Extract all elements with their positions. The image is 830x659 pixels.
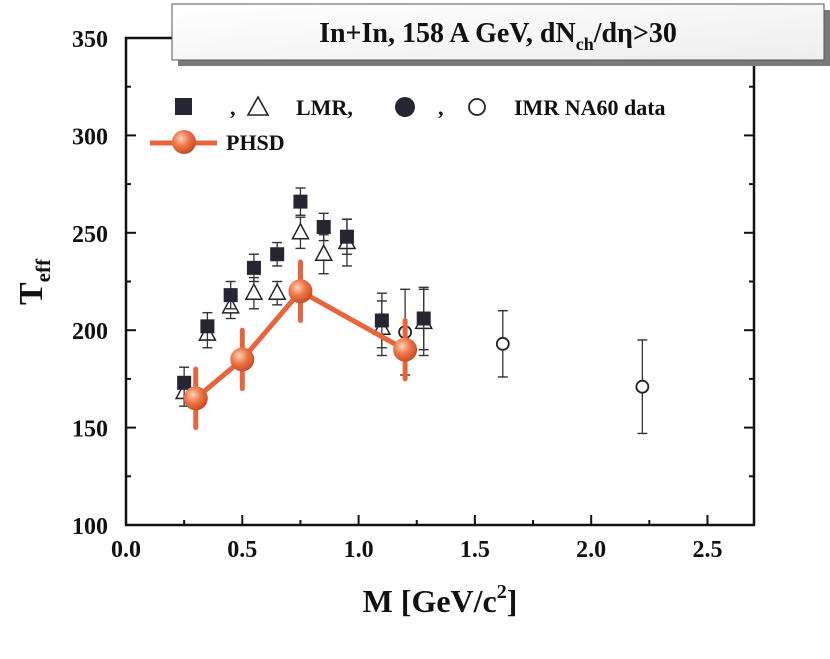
legend: , LMR, , IMR NA60 data PHSD — [150, 95, 666, 155]
open-circle-point — [635, 379, 650, 394]
x-tick-label: 2.0 — [576, 537, 606, 563]
title-box: In+In, 158 A GeV, dNch/dη>30 — [171, 3, 830, 66]
y-tick-label: 100 — [72, 514, 108, 540]
triangle-point — [314, 243, 333, 261]
square-point — [374, 313, 389, 328]
square-point — [200, 319, 215, 334]
phsd-point — [230, 347, 255, 372]
y-tick-label: 150 — [72, 417, 108, 443]
phsd-line — [194, 288, 407, 401]
legend-filled-square — [175, 98, 192, 115]
legend-phsd-ball — [172, 130, 196, 154]
legend-open-circle — [468, 98, 486, 116]
square-point — [270, 247, 285, 262]
square-point — [223, 288, 238, 303]
phsd-point — [183, 386, 208, 411]
square-point — [416, 311, 431, 326]
legend-lmr-label: LMR, — [296, 95, 353, 120]
phsd-point — [288, 279, 313, 304]
y-tick-label: 200 — [72, 319, 108, 345]
x-tick-label: 0.0 — [111, 537, 141, 563]
legend-filled-circle — [395, 97, 415, 117]
chart-title: In+In, 158 A GeV, dNch/dη>30 — [319, 18, 677, 54]
square-point — [293, 194, 308, 209]
square-point — [339, 229, 354, 244]
axis-ticks: 0.0 0.5 1.0 1.5 2.0 2.5 100 150 200 250 300 350 — [72, 27, 754, 563]
phsd-point — [393, 337, 418, 362]
legend-phsd-label: PHSD — [226, 130, 285, 155]
y-tick-label: 250 — [72, 222, 108, 248]
triangle-point — [291, 222, 310, 240]
y-tick-label: 350 — [72, 27, 108, 53]
square-point — [316, 219, 331, 234]
square-point — [246, 260, 261, 275]
x-axis-label: M [GeV/c2] — [363, 581, 518, 619]
legend-open-triangle — [246, 95, 270, 116]
legend-sep-1: , — [230, 95, 236, 120]
open-circle-point — [495, 336, 510, 351]
legend-imr-label: IMR NA60 data — [514, 95, 666, 120]
data-marks — [174, 187, 650, 435]
legend-sep-2: , — [438, 95, 444, 120]
x-tick-label: 2.5 — [692, 537, 722, 563]
x-tick-label: 0.5 — [227, 537, 257, 563]
square-point — [177, 375, 192, 390]
y-axis-label: Teff — [13, 258, 55, 305]
triangle-point — [267, 282, 287, 300]
y-tick-label: 300 — [72, 124, 108, 150]
triangle-point — [244, 282, 264, 300]
x-tick-label: 1.0 — [344, 537, 374, 563]
x-tick-label: 1.5 — [460, 537, 490, 563]
